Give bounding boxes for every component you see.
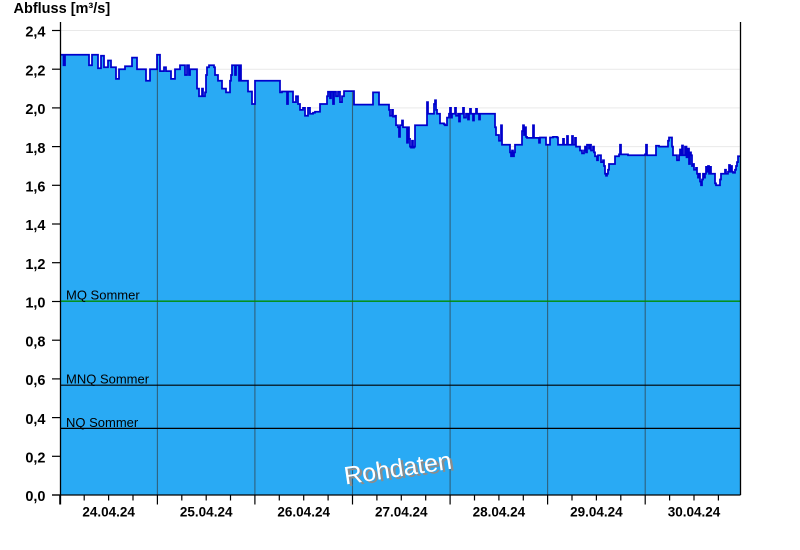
- svg-text:1,6: 1,6: [25, 180, 45, 196]
- svg-text:MNQ Sommer: MNQ Sommer: [66, 371, 150, 386]
- svg-text:30.04.24: 30.04.24: [668, 505, 721, 520]
- svg-text:MQ Sommer: MQ Sommer: [66, 288, 140, 303]
- svg-text:27.04.24: 27.04.24: [375, 505, 428, 520]
- svg-text:24.04.24: 24.04.24: [82, 505, 135, 520]
- svg-text:0,2: 0,2: [25, 451, 45, 467]
- svg-text:0,8: 0,8: [25, 334, 45, 350]
- svg-text:1,2: 1,2: [25, 257, 45, 273]
- svg-text:2,0: 2,0: [25, 102, 45, 118]
- svg-text:0,6: 0,6: [25, 373, 45, 389]
- svg-text:Abfluss [m³/s]: Abfluss [m³/s]: [14, 1, 111, 17]
- svg-text:NQ Sommer: NQ Sommer: [66, 415, 139, 430]
- svg-text:1,0: 1,0: [25, 296, 45, 312]
- svg-text:0,4: 0,4: [25, 412, 45, 428]
- svg-text:0,0: 0,0: [25, 489, 45, 505]
- svg-text:29.04.24: 29.04.24: [570, 505, 623, 520]
- svg-text:1,8: 1,8: [25, 141, 45, 157]
- svg-text:1,4: 1,4: [25, 218, 45, 234]
- svg-text:26.04.24: 26.04.24: [277, 505, 330, 520]
- svg-text:28.04.24: 28.04.24: [473, 505, 526, 520]
- svg-text:25.04.24: 25.04.24: [180, 505, 233, 520]
- svg-text:2,2: 2,2: [25, 63, 45, 79]
- svg-text:2,4: 2,4: [25, 25, 45, 41]
